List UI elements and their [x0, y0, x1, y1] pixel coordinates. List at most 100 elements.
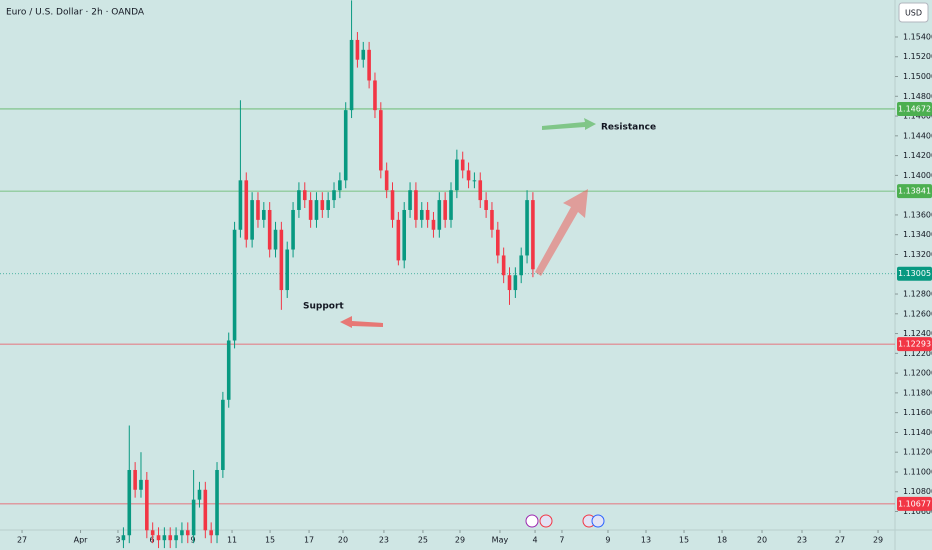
- y-tick-label: 1.10600: [903, 507, 932, 516]
- x-tick-label: 4: [533, 536, 538, 545]
- x-tick-label: 11: [227, 536, 237, 545]
- candle-body: [203, 489, 208, 531]
- candle-body: [349, 39, 354, 111]
- support-arrow: [340, 316, 383, 328]
- candle-body: [408, 190, 412, 210]
- candle-body: [466, 170, 471, 181]
- candle-body: [396, 219, 401, 261]
- x-tick-label: 23: [379, 536, 389, 545]
- resistance-arrow: [542, 118, 596, 130]
- candle-body: [279, 229, 284, 291]
- candle-body: [302, 190, 307, 201]
- candle-body: [361, 49, 366, 60]
- event-icon[interactable]: [591, 514, 605, 528]
- candle-body: [127, 469, 132, 536]
- candle-body: [262, 209, 266, 220]
- event-icon[interactable]: [525, 514, 539, 528]
- price-tag: [897, 101, 932, 116]
- candle-body: [197, 489, 202, 500]
- candle-body: [121, 535, 126, 541]
- candle-body: [402, 209, 407, 261]
- candle-body: [460, 159, 465, 171]
- price-tag-label: 1.10677: [898, 499, 931, 508]
- candle-body: [419, 209, 424, 220]
- candle-body: [145, 479, 149, 531]
- y-tick-label: 1.13400: [903, 230, 932, 239]
- candle-body: [221, 399, 225, 470]
- y-tick-label: 1.15000: [903, 72, 932, 81]
- candle-body: [437, 200, 442, 230]
- y-tick-label: 1.11600: [903, 408, 932, 417]
- candle-body: [174, 535, 178, 541]
- x-tick-label: 25: [418, 536, 428, 545]
- candle-body: [443, 200, 447, 220]
- x-tick-label: 9: [190, 536, 195, 545]
- x-tick-label: 18: [717, 536, 727, 545]
- candle-body: [501, 255, 506, 276]
- candle-body: [256, 200, 260, 220]
- x-tick-label: 15: [265, 536, 275, 545]
- candle-body: [496, 229, 500, 256]
- candle-body: [326, 200, 330, 210]
- y-tick-label: 1.12800: [903, 290, 932, 299]
- x-tick-label: 29: [455, 536, 465, 545]
- up-arrow: [535, 189, 588, 276]
- y-tick-label: 1.13600: [903, 210, 932, 219]
- y-tick-label: 1.13200: [903, 250, 932, 259]
- resistance-label: Resistance: [601, 123, 656, 133]
- price-tag: [897, 184, 932, 199]
- y-tick-label: 1.11400: [903, 428, 932, 437]
- x-tick-label: 27: [835, 536, 845, 545]
- support-label: Support: [303, 302, 344, 312]
- candle-body: [244, 180, 249, 240]
- candle-body: [431, 219, 436, 230]
- x-tick-label: 20: [338, 536, 348, 545]
- y-tick-label: 1.12200: [903, 349, 932, 358]
- y-tick-label: 1.14000: [903, 171, 932, 180]
- candle-body: [373, 80, 377, 111]
- price-tag-label: 1.14672: [898, 104, 931, 113]
- x-tick-label: 23: [797, 536, 807, 545]
- x-tick-label: 27: [17, 536, 27, 545]
- y-tick-label: 1.14200: [903, 151, 932, 160]
- currency-button[interactable]: [898, 2, 929, 23]
- candle-body: [338, 180, 342, 191]
- candle-body: [367, 49, 371, 81]
- candle-body: [308, 200, 313, 220]
- candle-body: [531, 200, 535, 270]
- candle-body: [449, 190, 453, 220]
- x-tick-label: Apr: [74, 536, 89, 545]
- candle-body: [168, 535, 173, 541]
- candle-body: [519, 255, 524, 276]
- y-tick-label: 1.11200: [903, 448, 932, 457]
- candle-body: [484, 200, 488, 210]
- x-tick-label: 9: [605, 536, 610, 545]
- candle-body: [390, 190, 395, 220]
- x-tick-label: May: [492, 536, 509, 545]
- candle-body: [414, 190, 418, 220]
- price-tag: [897, 496, 932, 511]
- price-tag-label: 1.12293: [898, 340, 931, 349]
- y-tick-label: 1.15400: [903, 32, 932, 41]
- candle-body: [513, 275, 518, 291]
- y-tick-label: 1.11800: [903, 388, 932, 397]
- x-tick-label: 20: [757, 536, 767, 545]
- x-tick-label: 17: [304, 536, 314, 545]
- candle-body: [238, 180, 243, 230]
- candle-body: [250, 200, 254, 240]
- candle-body: [215, 469, 219, 536]
- candle-body: [343, 110, 348, 181]
- candle-body: [384, 170, 389, 191]
- candle-body: [355, 39, 360, 60]
- candle-body: [425, 209, 430, 220]
- candle-body: [472, 180, 477, 182]
- candle-body: [156, 535, 161, 541]
- x-tick-label: 6: [150, 536, 155, 545]
- candle-body: [191, 499, 196, 536]
- x-tick-label: 29: [873, 536, 883, 545]
- candle-body: [297, 190, 301, 210]
- event-icon[interactable]: [539, 514, 553, 528]
- currency-label[interactable]: USD: [905, 9, 922, 18]
- candle-body: [209, 530, 213, 536]
